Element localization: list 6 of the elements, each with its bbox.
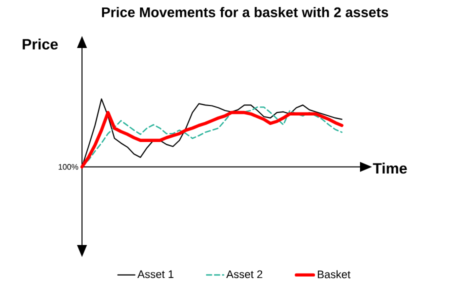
legend-label: Basket bbox=[318, 270, 350, 278]
x-axis-title: Time bbox=[372, 162, 407, 174]
y-axis-title: Price bbox=[22, 38, 58, 50]
legend-label: Asset 2 bbox=[226, 270, 262, 278]
legend-label: Asset 1 bbox=[137, 270, 174, 278]
chart-title: Price Movements for a basket with 2 assets bbox=[102, 6, 388, 18]
